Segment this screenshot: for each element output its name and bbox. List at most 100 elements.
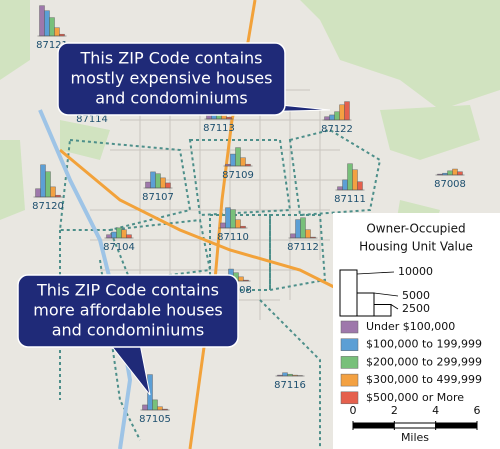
- zip-bar: [230, 209, 236, 229]
- zip-bar: [452, 168, 458, 176]
- zip-bar: [54, 27, 60, 37]
- scale-unit: Miles: [401, 431, 429, 444]
- zip-label: 87110: [217, 232, 249, 243]
- zip-bar: [220, 222, 226, 229]
- scale-segment: [352, 422, 395, 429]
- zip-bar: [157, 406, 163, 411]
- zip-bar: [111, 231, 117, 239]
- callout-text: This ZIP Code contains: [36, 281, 219, 300]
- zip-bar: [235, 219, 241, 229]
- size-key-bar: [373, 304, 392, 317]
- zip-bar: [40, 164, 46, 198]
- zip-label: 87122: [321, 124, 353, 135]
- zip-bar: [324, 116, 330, 121]
- legend-label: Under $100,000: [366, 320, 455, 333]
- zip-bar: [339, 104, 345, 121]
- legend: Owner-Occupied Housing Unit Value 10000 500…: [339, 222, 482, 444]
- zip-bar: [357, 181, 363, 191]
- zip-bar: [142, 404, 148, 411]
- zip-bar: [152, 399, 158, 411]
- legend-label: $300,000 to 499,999: [366, 373, 482, 386]
- zip-label: 87120: [32, 201, 64, 212]
- legend-swatch: [340, 320, 359, 334]
- zip-bar: [121, 229, 127, 239]
- scale-segment: [393, 422, 437, 429]
- zip-label: 87008: [434, 179, 466, 190]
- legend-title: Owner-Occupied: [366, 222, 465, 236]
- zip-bar: [50, 186, 56, 198]
- zip-bar: [235, 147, 241, 167]
- scale-segment: [435, 422, 478, 429]
- zip-bar: [35, 188, 41, 198]
- scale-tick-label: 6: [474, 404, 481, 417]
- zip-label: 87112: [287, 242, 319, 253]
- zip-bar: [150, 171, 156, 189]
- zip-label: 87111: [334, 194, 366, 205]
- zip-bar: [329, 114, 335, 121]
- legend-label: $500,000 or More: [366, 391, 464, 404]
- zip-bar: [225, 207, 231, 229]
- size-key-bar: [356, 292, 375, 317]
- legend-swatch: [340, 356, 359, 369]
- zip-bar: [145, 181, 151, 189]
- size-key-leader: [356, 271, 395, 275]
- legend-label: $100,000 to 199,999: [366, 338, 482, 351]
- terrain: [0, 0, 500, 240]
- size-key-label: 10000: [398, 265, 433, 278]
- scale-tick-label: 2: [391, 404, 398, 417]
- zip-bar: [305, 229, 311, 239]
- zip-bar: [240, 157, 246, 167]
- size-key-leader: [390, 304, 399, 310]
- zip-bar: [155, 173, 161, 189]
- legend-swatch: [340, 338, 359, 351]
- zip-label: 87105: [139, 414, 171, 425]
- legend-label: $200,000 to 299,999: [366, 355, 482, 368]
- zip-label: 87109: [222, 170, 254, 181]
- callout-text: more affordable houses: [33, 301, 223, 320]
- zip-label: 87114: [76, 114, 108, 125]
- zip-bar: [457, 171, 463, 176]
- zip-bar: [300, 217, 306, 239]
- legend-swatch: [340, 391, 359, 405]
- legend-panel: [333, 213, 500, 449]
- interstate-east-west: [59, 148, 341, 292]
- zip-bar: [106, 234, 112, 239]
- callout-text: This ZIP Code contains: [80, 49, 263, 68]
- zip-bar: [230, 153, 236, 167]
- zip-bar: [282, 372, 288, 377]
- zip-label: 87104: [103, 242, 135, 253]
- zip-bar: [116, 227, 122, 239]
- size-key-leader: [373, 292, 399, 297]
- zip-label: 87113: [203, 123, 235, 134]
- callout-box: [17, 274, 239, 348]
- zip-bar: [295, 219, 301, 239]
- callout-text: and condominiums: [95, 89, 248, 108]
- zip-bar: [238, 276, 244, 282]
- zip-bar: [44, 10, 50, 37]
- size-key-bar: [339, 269, 358, 317]
- zip-bar: [39, 5, 45, 37]
- zip-bar: [342, 179, 348, 191]
- scale-tick-label: 4: [432, 404, 439, 417]
- scale-tick-label: 0: [350, 404, 357, 417]
- size-key-label: 5000: [402, 289, 430, 302]
- legend-title: Housing Unit Value: [359, 240, 473, 254]
- zip-bar: [347, 163, 353, 191]
- size-key-label: 2500: [402, 302, 430, 315]
- zip-bar: [45, 171, 51, 198]
- zip-bar: [334, 111, 340, 121]
- legend-swatch: [340, 373, 359, 387]
- zip-label: 87107: [142, 192, 174, 203]
- zip-bar: [352, 169, 358, 191]
- zip-bar: [126, 234, 132, 239]
- zip-label: 87116: [274, 380, 306, 391]
- zip-bar: [337, 186, 343, 191]
- zip-bar: [447, 170, 453, 176]
- zip-bar: [160, 177, 166, 189]
- zip-bar: [344, 101, 350, 121]
- zip-bar: [165, 182, 171, 189]
- callout-text: mostly expensive houses: [71, 69, 273, 88]
- callout-box: [57, 42, 286, 116]
